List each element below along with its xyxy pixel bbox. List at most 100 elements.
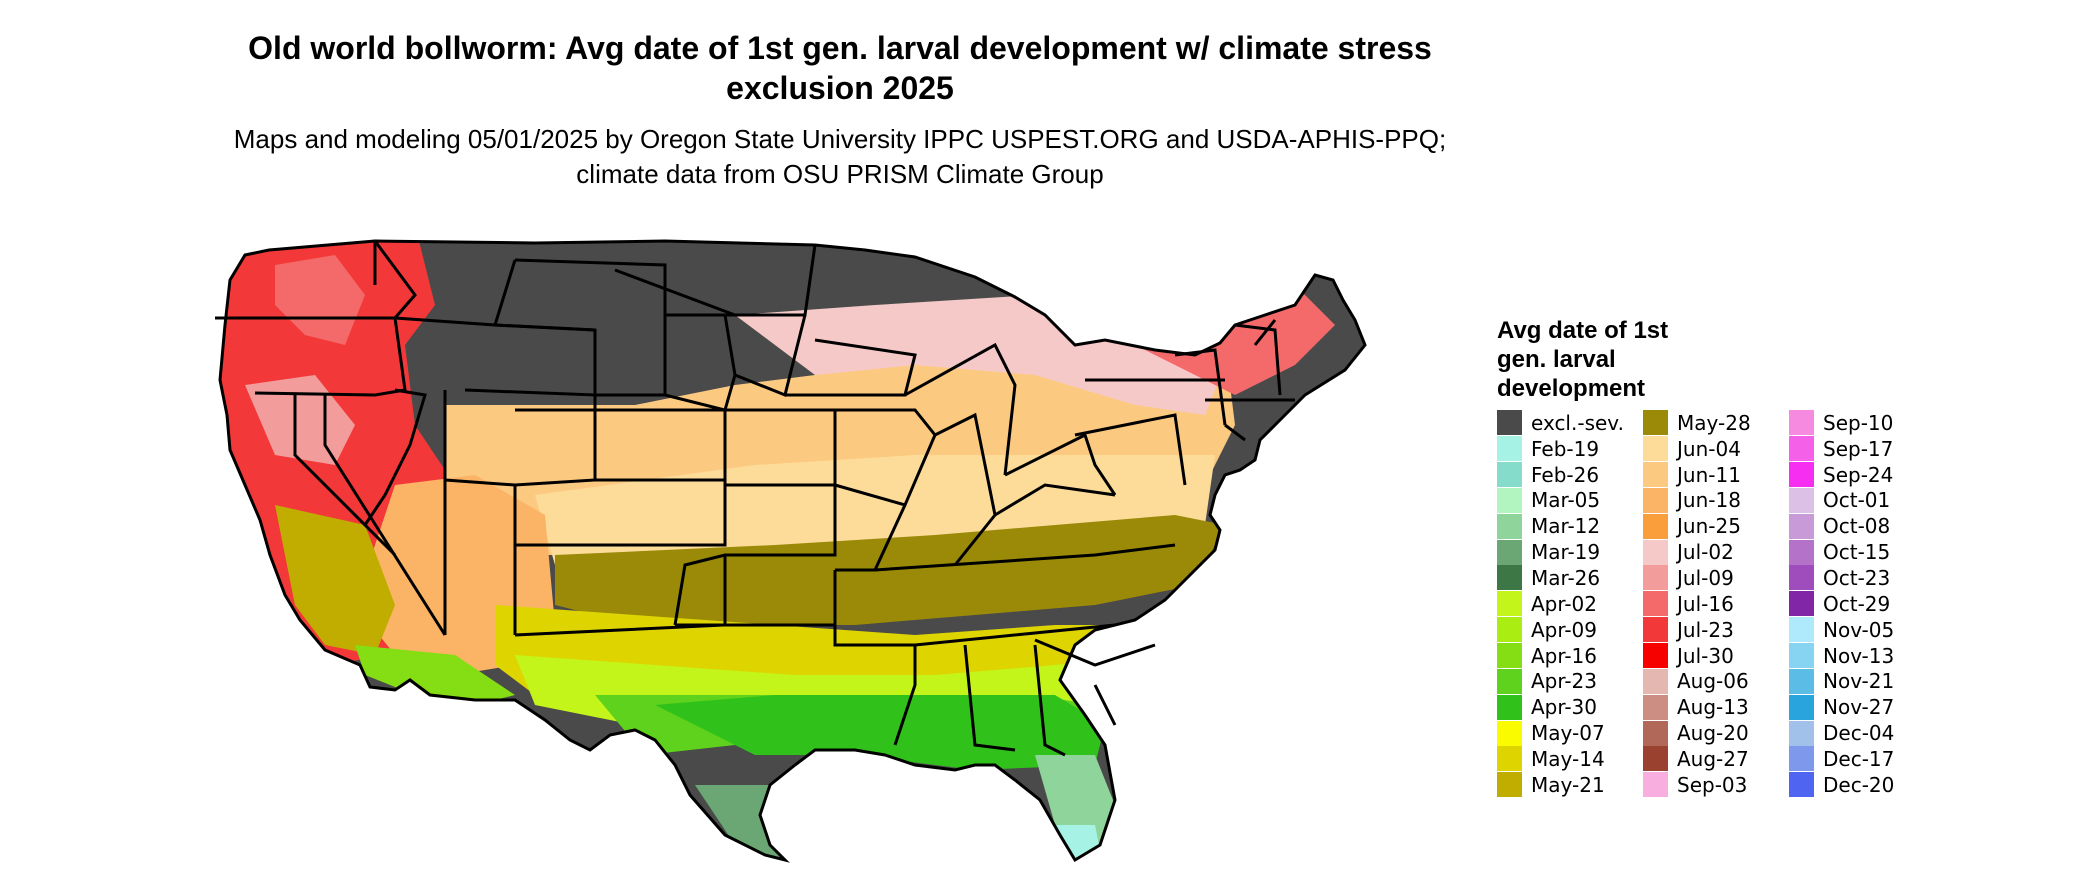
legend-label: Nov-05 bbox=[1823, 617, 1895, 642]
legend-label: Sep-24 bbox=[1823, 462, 1894, 487]
legend-swatch bbox=[1497, 410, 1522, 436]
legend-label: Jul-30 bbox=[1677, 643, 1734, 668]
legend-label: Jun-11 bbox=[1677, 462, 1741, 487]
legend-item: Feb-26 bbox=[1497, 462, 1643, 488]
legend-item: Apr-30 bbox=[1497, 694, 1643, 720]
legend-item: May-21 bbox=[1497, 772, 1643, 798]
legend-swatch bbox=[1789, 565, 1814, 591]
legend-item: Aug-06 bbox=[1643, 668, 1789, 694]
legend-item: Nov-05 bbox=[1789, 617, 1909, 643]
legend-label: Jul-02 bbox=[1677, 540, 1734, 565]
legend-title: Avg date of 1st gen. larval development bbox=[1497, 316, 1687, 403]
legend-label: Aug-20 bbox=[1677, 721, 1749, 746]
legend-item: Apr-16 bbox=[1497, 643, 1643, 669]
legend-swatch bbox=[1789, 513, 1814, 539]
legend-item: Nov-13 bbox=[1789, 643, 1909, 669]
legend-label: Feb-19 bbox=[1531, 436, 1600, 461]
legend-swatch bbox=[1789, 643, 1814, 669]
legend-swatch bbox=[1497, 487, 1522, 513]
legend-swatch bbox=[1643, 720, 1668, 746]
legend-swatch bbox=[1643, 668, 1668, 694]
legend-item: Jun-25 bbox=[1643, 513, 1789, 539]
legend-swatch bbox=[1643, 487, 1668, 513]
legend-swatch bbox=[1643, 746, 1668, 772]
legend-label: Apr-09 bbox=[1531, 617, 1597, 642]
legend-label: Apr-16 bbox=[1531, 643, 1597, 668]
legend-label: Oct-15 bbox=[1823, 540, 1891, 565]
legend-item: Dec-04 bbox=[1789, 720, 1909, 746]
legend-label: Dec-17 bbox=[1823, 746, 1895, 771]
legend-item: Jul-02 bbox=[1643, 539, 1789, 565]
legend-swatch bbox=[1497, 720, 1522, 746]
map-subtitle: Maps and modeling 05/01/2025 by Oregon S… bbox=[233, 124, 1447, 189]
legend-swatch bbox=[1497, 436, 1522, 462]
legend-swatch bbox=[1643, 539, 1668, 565]
legend-swatch bbox=[1789, 436, 1814, 462]
legend-swatch bbox=[1789, 539, 1814, 565]
us-degree-day-map bbox=[215, 239, 1367, 863]
legend-item: Jul-16 bbox=[1643, 591, 1789, 617]
legend-label: Apr-30 bbox=[1531, 695, 1597, 720]
legend-swatch bbox=[1643, 565, 1668, 591]
legend-label: Dec-20 bbox=[1823, 772, 1895, 797]
legend-label: Dec-04 bbox=[1823, 721, 1895, 746]
legend-label: Nov-13 bbox=[1823, 643, 1895, 668]
legend-label: Aug-13 bbox=[1677, 695, 1749, 720]
legend-title-text: Avg date of 1st gen. larval development bbox=[1497, 317, 1669, 402]
legend-label: Sep-17 bbox=[1823, 436, 1894, 461]
legend-item: Jul-30 bbox=[1643, 643, 1789, 669]
legend-swatch bbox=[1789, 694, 1814, 720]
legend-item: Oct-08 bbox=[1789, 513, 1909, 539]
legend-column: May-28 Jun-04 Jun-11 Jun-18 Jun-25 Jul-02 Jul-… bbox=[1643, 410, 1789, 798]
legend-swatch bbox=[1497, 565, 1522, 591]
legend-swatch bbox=[1497, 513, 1522, 539]
legend-item: Apr-23 bbox=[1497, 668, 1643, 694]
legend-swatch bbox=[1497, 643, 1522, 669]
legend-label: Jul-16 bbox=[1677, 591, 1734, 616]
legend-swatch bbox=[1643, 513, 1668, 539]
legend-item: Sep-17 bbox=[1789, 436, 1909, 462]
legend-label: May-07 bbox=[1531, 721, 1605, 746]
legend-swatch bbox=[1643, 617, 1668, 643]
legend-swatch bbox=[1497, 772, 1522, 798]
legend-item: Mar-26 bbox=[1497, 565, 1643, 591]
legend-item: Oct-29 bbox=[1789, 591, 1909, 617]
legend-item: Oct-23 bbox=[1789, 565, 1909, 591]
legend-label: Sep-03 bbox=[1677, 772, 1748, 797]
legend-item: Sep-10 bbox=[1789, 410, 1909, 436]
legend-label: Jun-25 bbox=[1677, 514, 1741, 539]
legend-label: Mar-12 bbox=[1531, 514, 1601, 539]
legend-item: Oct-01 bbox=[1789, 487, 1909, 514]
legend-label: Jun-04 bbox=[1677, 436, 1741, 461]
legend-swatch bbox=[1643, 436, 1668, 462]
legend-swatch bbox=[1643, 462, 1668, 488]
legend-swatch bbox=[1789, 487, 1814, 513]
legend-swatch bbox=[1497, 746, 1522, 772]
legend-label: May-28 bbox=[1677, 410, 1751, 435]
legend-item: Mar-05 bbox=[1497, 487, 1643, 514]
legend-label: Mar-19 bbox=[1531, 540, 1601, 565]
legend-item: Feb-19 bbox=[1497, 436, 1643, 462]
legend-item: Jun-11 bbox=[1643, 462, 1789, 488]
legend-item: Nov-21 bbox=[1789, 668, 1909, 694]
legend-item: Sep-03 bbox=[1643, 772, 1789, 798]
legend-swatch bbox=[1789, 772, 1814, 798]
legend-item: Aug-13 bbox=[1643, 694, 1789, 720]
legend-label: Oct-23 bbox=[1823, 565, 1891, 590]
legend-swatch bbox=[1789, 410, 1814, 436]
legend-swatch bbox=[1789, 617, 1814, 643]
legend-item: Apr-02 bbox=[1497, 591, 1643, 617]
legend-label: Oct-08 bbox=[1823, 514, 1891, 539]
legend-item: Jul-23 bbox=[1643, 617, 1789, 643]
legend-label: Nov-27 bbox=[1823, 695, 1895, 720]
legend-swatch bbox=[1789, 720, 1814, 746]
legend: excl.-sev. Feb-19 Feb-26 Mar-05 Mar-12 Mar-19… bbox=[1497, 410, 1909, 798]
legend-item: Oct-15 bbox=[1789, 539, 1909, 565]
map-title: Old world bollworm: Avg date of 1st gen.… bbox=[248, 30, 1432, 106]
legend-swatch bbox=[1643, 410, 1668, 436]
legend-label: excl.-sev. bbox=[1531, 410, 1624, 435]
legend-item: May-28 bbox=[1643, 410, 1789, 436]
legend-label: Sep-10 bbox=[1823, 410, 1894, 435]
legend-column: Sep-10 Sep-17 Sep-24 Oct-01 Oct-08 Oct-15 Oct-… bbox=[1789, 410, 1909, 798]
legend-label: Oct-01 bbox=[1823, 488, 1891, 513]
